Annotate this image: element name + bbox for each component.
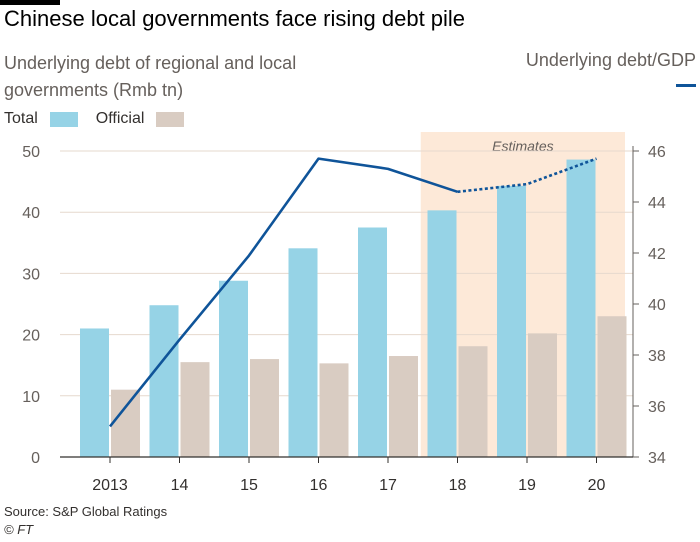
bar-total <box>427 210 457 457</box>
bar-official <box>597 316 627 457</box>
bar-total <box>288 248 318 457</box>
x-tick-label: 19 <box>518 477 536 494</box>
copyright: © FT <box>4 522 34 537</box>
y2-tick-label: 40 <box>648 297 666 314</box>
source-note: Source: S&P Global Ratings <box>4 504 168 519</box>
estimates-label: Estimates <box>492 138 553 154</box>
bar-official <box>180 362 210 457</box>
y-tick-label: 50 <box>22 144 40 161</box>
chart-plot: Estimates 0 10 20 30 40 50 34 36 38 40 42 44 46 2013 14… <box>22 132 666 494</box>
y-tick-label: 10 <box>22 389 40 406</box>
legend-swatch-total <box>49 111 78 127</box>
y2-tick-label: 42 <box>648 246 666 263</box>
bar-official <box>458 346 488 457</box>
bar-total <box>497 185 526 457</box>
bar-official <box>528 333 557 457</box>
bar-total <box>358 227 387 457</box>
legend-label-official: Official <box>95 110 145 127</box>
x-tick-label: 15 <box>240 477 258 494</box>
line-legend-key <box>676 84 696 87</box>
chart-subtitle: Underlying debt of regional and local go… <box>4 53 297 100</box>
bar-official <box>250 359 279 457</box>
bar-total <box>80 328 109 457</box>
legend-label-total: Total <box>4 110 38 127</box>
bar-official <box>319 363 349 457</box>
y-tick-label: 30 <box>22 266 40 283</box>
y2-tick-label: 36 <box>648 399 666 416</box>
legend-swatch-official <box>156 111 185 127</box>
chart-title: Chinese local governments face rising de… <box>4 6 466 31</box>
x-tick-label: 14 <box>171 477 189 494</box>
bar-total <box>219 280 248 457</box>
bar-official <box>111 389 140 457</box>
debt-gdp-line-estimate <box>457 157 597 194</box>
x-tick-label: 17 <box>379 477 397 494</box>
y2-tick-label: 34 <box>648 450 666 467</box>
y2-tick-label: 46 <box>648 144 666 161</box>
x-tick-label: 18 <box>449 477 467 494</box>
y2-tick-label: 38 <box>648 348 666 365</box>
bar-official <box>389 356 418 457</box>
x-tick-label: 16 <box>310 477 328 494</box>
bar-total <box>149 305 179 457</box>
y-tick-label: 40 <box>22 205 40 222</box>
bar-total <box>566 159 596 457</box>
y-tick-label: 20 <box>22 328 40 345</box>
debt-gdp-line <box>108 157 458 428</box>
legend: Total Official <box>4 110 192 128</box>
x-tick-label: 2013 <box>92 477 128 494</box>
right-axis-label: Underlying debt/GDP <box>525 50 696 70</box>
x-tick-label: 20 <box>588 477 606 494</box>
y2-tick-label: 44 <box>648 195 666 212</box>
y-tick-label: 0 <box>31 450 40 467</box>
brand-bar <box>0 0 60 5</box>
